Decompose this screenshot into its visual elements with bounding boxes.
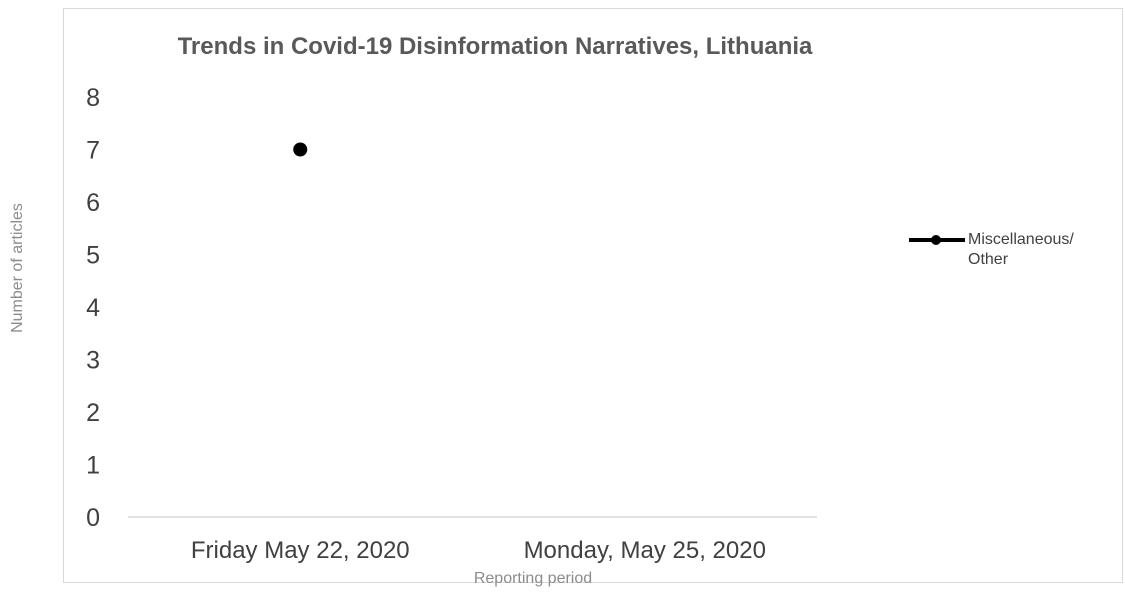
legend-swatch-marker	[931, 235, 941, 245]
y-tick-label: 7	[86, 137, 100, 165]
x-tick-labels: Friday May 22, 2020 Monday, May 25, 2020	[191, 537, 766, 564]
legend: Miscellaneous/ Other	[908, 230, 1078, 270]
data-point	[293, 142, 308, 157]
legend-item: Miscellaneous/ Other	[908, 230, 1078, 270]
legend-label: Miscellaneous/ Other	[968, 231, 1074, 268]
x-axis-label: Reporting period	[473, 570, 593, 587]
y-tick-labels: 0 1 2 3 4 5 6 7 8	[86, 84, 100, 532]
y-tick-label: 8	[86, 84, 100, 112]
y-tick-label: 4	[86, 294, 100, 322]
x-tick-label: Monday, May 25, 2020	[524, 537, 766, 564]
y-tick-label: 6	[86, 189, 100, 217]
series-group	[293, 142, 308, 157]
chart-frame	[63, 8, 1123, 583]
y-tick-label: 0	[86, 504, 100, 532]
chart-title: Trends in Covid-19 Disinformation Narrat…	[177, 33, 813, 60]
x-tick-label: Friday May 22, 2020	[191, 537, 410, 564]
y-tick-label: 3	[86, 347, 100, 375]
y-tick-label: 5	[86, 242, 100, 270]
y-tick-label: 2	[86, 399, 100, 427]
y-tick-label: 1	[86, 452, 100, 480]
legend-swatch	[909, 235, 965, 245]
